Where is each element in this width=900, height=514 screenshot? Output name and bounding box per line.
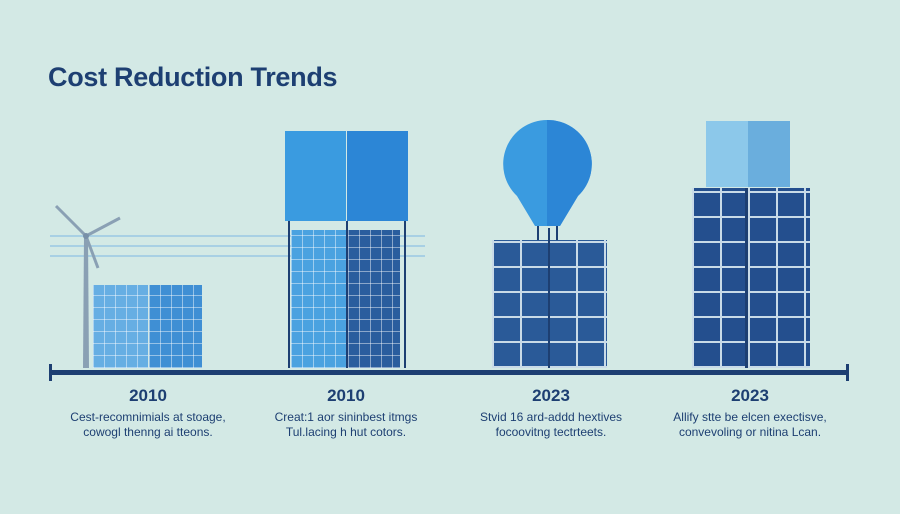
solar-panel [93,285,148,368]
description: Creat:1 aor sininbest itmgs Tul.lacing h … [236,410,456,440]
post [346,221,348,368]
description-line: Creat:1 aor sininbest itmgs [274,410,418,424]
year-label: 2023 [532,386,570,405]
cube-icon [748,121,790,187]
box-icon [285,131,346,221]
solar-panel [149,285,202,368]
timeline-tick [49,364,52,381]
description-line: convevoling or nitina Lcan. [678,425,822,439]
post [548,228,550,368]
power-line [50,245,425,247]
power-line [50,235,425,237]
description: Stvid 16 ard-addd hextives focoovitng tec… [441,410,661,440]
page-title: Cost Reduction Trends [48,62,338,92]
description: Allify stte be elcen exectisve, convevoli… [640,410,860,440]
timeline-tick [846,364,849,381]
box-icon [347,131,408,221]
cube-icon [706,121,748,187]
description-line: Allify stte be elcen exectisve, [673,410,827,424]
description-line: Cest-recomnimials at stoage, [70,410,226,424]
post [288,221,290,368]
year-label: 2023 [731,386,769,405]
solar-panel [291,230,346,368]
description: Cest-recomnimials at stoage, cowogl thenn… [38,410,258,440]
timeline-axis [50,370,848,375]
solar-panel [348,230,400,368]
wind-turbine-icon [54,204,121,368]
year-label: 2010 [327,386,365,405]
description-line: Tul.lacing h hut cotors. [285,425,407,439]
description-line: Stvid 16 ard-addd hextives [479,410,623,424]
balloon-icon [503,119,592,243]
year-label: 2010 [129,386,167,405]
solar-panel [692,188,810,368]
post [745,188,748,368]
description-line: focoovitng tectrteets. [495,425,607,439]
description-line: cowogl thenng ai tteons. [83,425,213,439]
power-line [50,255,425,257]
post [404,221,406,368]
